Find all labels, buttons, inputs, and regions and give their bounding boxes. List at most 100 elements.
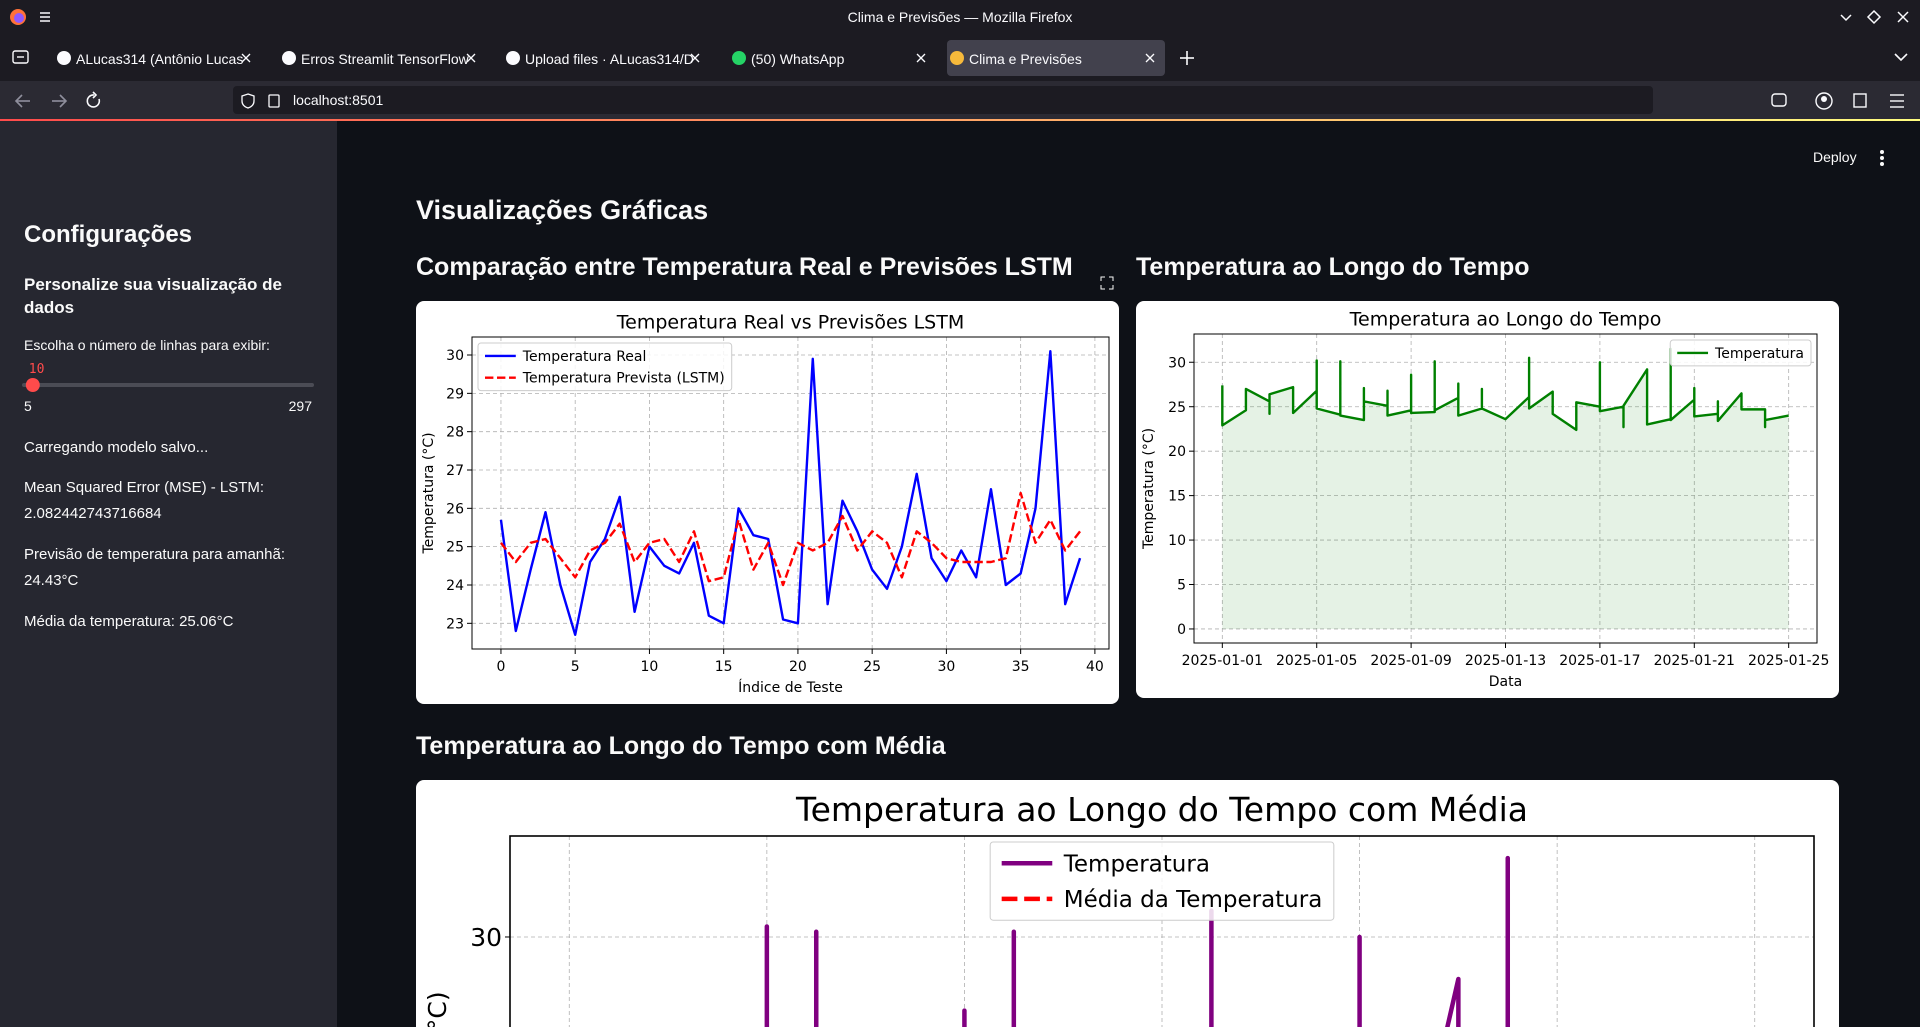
line xyxy=(499,349,1082,637)
status-message: Carregando modelo salvo... xyxy=(24,439,209,456)
main-menu-button[interactable] xyxy=(1878,149,1886,167)
legend: Temperatura xyxy=(1669,339,1812,367)
tab-close[interactable] xyxy=(690,53,700,63)
section-heading: Comparação entre Temperatura Real e Prev… xyxy=(416,253,1073,281)
slider[interactable]: 10 5 297 xyxy=(0,353,337,417)
browser-tab[interactable]: Erros Streamlit TensorFlow xyxy=(279,40,486,76)
menu-icon[interactable] xyxy=(38,10,52,24)
y-tick-label: 10 xyxy=(1168,533,1186,549)
tab-close[interactable] xyxy=(916,53,926,63)
browser-tab[interactable]: Upload files · ALucas314/D xyxy=(503,40,710,76)
new-tab-button[interactable] xyxy=(1179,50,1195,66)
plot-frame xyxy=(471,336,1110,650)
toolbar-icons[interactable] xyxy=(1770,91,1910,111)
chart-title: Temperatura ao Longo do Tempo com Média xyxy=(795,790,1528,829)
section-heading: Temperatura ao Longo do Tempo com Média xyxy=(416,732,946,760)
tab-title: (50) WhatsApp xyxy=(751,51,845,67)
tab-close[interactable] xyxy=(1145,53,1155,63)
x-tick-label: 2025-01-17 xyxy=(1559,653,1640,669)
status-message: Previsão de temperatura para amanhã: 24.… xyxy=(24,546,285,589)
browser-tab[interactable]: Clima e Previsões xyxy=(947,40,1165,76)
tab-bar: ALucas314 (Antônio Lucas Erros Streamlit … xyxy=(0,34,1920,81)
close-x xyxy=(690,53,700,63)
browser-tab[interactable]: ALucas314 (Antônio Lucas xyxy=(54,40,261,76)
legend-label: Temperatura Prevista (LSTM) xyxy=(522,371,725,387)
y-tick-label: 26 xyxy=(446,501,464,517)
chart: 2025-01-012025-01-052025-01-092025-01-13… xyxy=(423,790,1815,1027)
slider-min: 5 xyxy=(24,398,32,414)
browser-tab[interactable]: (50) WhatsApp xyxy=(729,40,936,76)
status-message: Média da temperatura: 25.06°C xyxy=(24,613,234,630)
y-tick-label: 28 xyxy=(446,425,464,441)
chart-title: Temperatura Real vs Previsões LSTM xyxy=(616,311,964,333)
page-heading: Visualizações Gráficas xyxy=(416,195,709,225)
url-field[interactable]: localhost:8501 xyxy=(233,86,1653,114)
legend-label: Temperatura xyxy=(1063,852,1210,878)
url-text: localhost:8501 xyxy=(293,92,384,108)
tab-overview-icon[interactable] xyxy=(12,49,30,65)
line xyxy=(1221,347,1789,432)
legend: Temperatura Real Temperatura Prevista (LS… xyxy=(477,342,733,392)
y-tick-label: 5 xyxy=(1177,578,1186,594)
x-tick-label: 2025-01-01 xyxy=(1182,653,1263,669)
y-tick-label: 23 xyxy=(446,616,464,632)
deploy-button[interactable]: Deploy xyxy=(1813,149,1857,165)
y-tick-label: 24 xyxy=(446,578,464,594)
x-tick-label: 5 xyxy=(571,659,580,675)
y-tick-label: 30 xyxy=(446,348,464,364)
list-tabs-button[interactable] xyxy=(1893,51,1909,63)
x-tick-label: 40 xyxy=(1086,659,1104,675)
plot-frame xyxy=(509,835,1815,1027)
firefox-icon xyxy=(10,9,26,25)
close-x xyxy=(241,53,251,63)
chart-title: Temperatura ao Longo do Tempo xyxy=(1349,308,1662,330)
chart-card: 2025-01-01 2025-01-05 2025-01-09 2025-01-13… xyxy=(1136,301,1839,698)
sidebar-title: Configurações xyxy=(24,221,193,248)
x-tick-label: 0 xyxy=(496,659,505,675)
window-controls[interactable] xyxy=(1836,8,1916,26)
y-tick-label: 30 xyxy=(470,923,502,952)
navigation-bar: localhost:8501 xyxy=(0,81,1920,120)
security-icons xyxy=(241,93,280,109)
y-tick-label: 15 xyxy=(1168,489,1186,505)
x-tick-label: 2025-01-09 xyxy=(1370,653,1451,669)
x-tick-label: 15 xyxy=(715,659,733,675)
sidebar: Configurações Personalize sua visualizaç… xyxy=(0,121,337,1027)
tab-close[interactable] xyxy=(466,53,476,63)
legend-box xyxy=(477,342,733,392)
tab-icon xyxy=(506,51,520,65)
slider-value: 10 xyxy=(29,362,45,377)
x-tick-label: 2025-01-25 xyxy=(1748,653,1829,669)
main-content: Deploy Visualizações Gráficas Comparação… xyxy=(337,121,1920,1027)
legend-box xyxy=(989,841,1335,921)
header-decoration xyxy=(0,119,1920,121)
legend: Temperatura Média da Temperatura xyxy=(989,841,1335,921)
tab-close[interactable] xyxy=(241,53,251,63)
y-tick-label: 0 xyxy=(1177,622,1186,638)
line xyxy=(500,491,1081,587)
sidebar-messages: Carregando modelo salvo... Mean Squared E… xyxy=(24,435,314,650)
x-axis-label: Data xyxy=(1489,674,1522,690)
tab-title: ALucas314 (Antônio Lucas xyxy=(76,51,244,67)
tab-icon xyxy=(950,51,964,65)
section-heading: Temperatura ao Longo do Tempo xyxy=(1136,253,1530,281)
close-x xyxy=(466,53,476,63)
y-axis-label: Temperatura (°C) xyxy=(1141,428,1157,550)
x-tick-label: 35 xyxy=(1012,659,1030,675)
nav-buttons[interactable] xyxy=(14,91,104,111)
x-axis-label: Índice de Teste xyxy=(738,679,843,696)
y-axis-label: Temperatura (°C) xyxy=(421,432,437,554)
slider-label: Escolha o número de linhas para exibir: xyxy=(24,337,270,353)
legend-label: Temperatura xyxy=(1714,346,1804,362)
close-x xyxy=(1145,53,1155,63)
x-tick-label: 2025-01-13 xyxy=(1465,653,1546,669)
y-tick-label: 25 xyxy=(1168,400,1186,416)
sidebar-subtitle: Personalize sua visualização de dados xyxy=(24,275,282,317)
tab-title: Erros Streamlit TensorFlow xyxy=(301,51,469,67)
fullscreen-button[interactable] xyxy=(1100,276,1114,290)
tab-icon-shape xyxy=(732,51,746,65)
x-tick-label: 10 xyxy=(641,659,659,675)
legend-label: Temperatura Real xyxy=(522,349,647,365)
tab-icon-shape xyxy=(950,51,964,65)
